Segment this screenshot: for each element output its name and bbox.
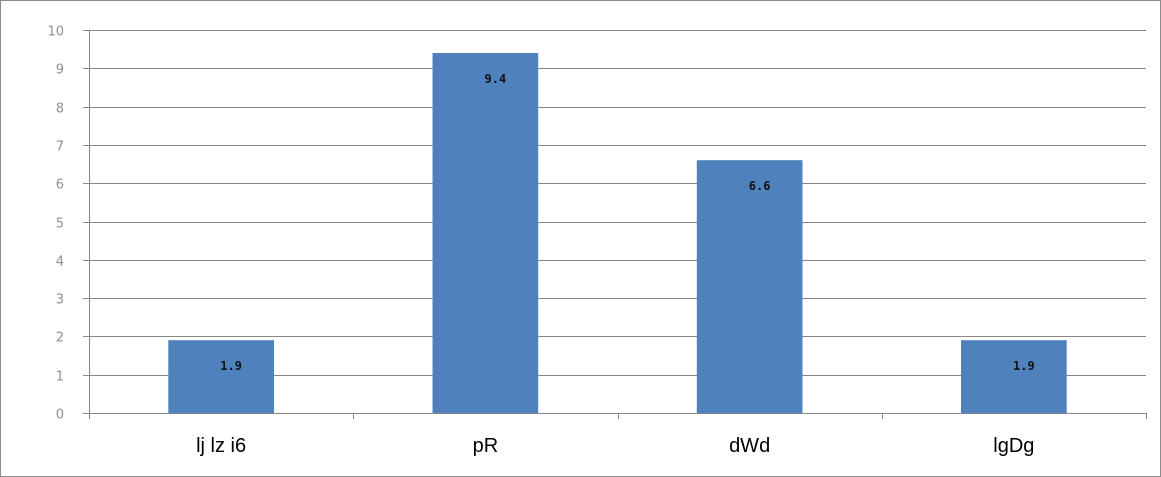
category-label: pR	[473, 435, 499, 457]
labels: 0 1 2 3 4 5 6 7 8 9 10 1.9 lj lz i6 9.4 pR 6.6 dWd 1.9 lgD…	[47, 25, 1034, 458]
category-label: dWd	[729, 435, 770, 457]
y-tick-label: 1	[56, 370, 64, 385]
bar-3[interactable]	[961, 340, 1067, 413]
y-tick-label: 2	[56, 331, 64, 346]
category-label: lgDg	[993, 435, 1034, 457]
data-label: 9.4	[485, 72, 507, 86]
y-tick-label: 5	[56, 217, 64, 232]
y-tick-label: 0	[56, 408, 64, 423]
y-tick-label: 6	[56, 178, 64, 193]
y-tick-label: 9	[56, 63, 64, 78]
data-label: 1.9	[220, 359, 242, 373]
y-tick-label: 3	[56, 293, 64, 308]
data-label: 1.9	[1013, 359, 1035, 373]
y-tick-label: 8	[56, 102, 64, 117]
y-tick-label: 10	[47, 25, 64, 40]
bar-0[interactable]	[168, 340, 274, 413]
bar-1[interactable]	[432, 53, 539, 413]
y-tick-label: 4	[56, 255, 64, 270]
axes	[83, 30, 1147, 419]
y-tick-label: 7	[56, 140, 64, 155]
data-label: 6.6	[749, 179, 771, 193]
category-label: lj lz i6	[196, 435, 246, 457]
bar-2[interactable]	[696, 160, 803, 413]
bar-series	[168, 53, 1067, 413]
